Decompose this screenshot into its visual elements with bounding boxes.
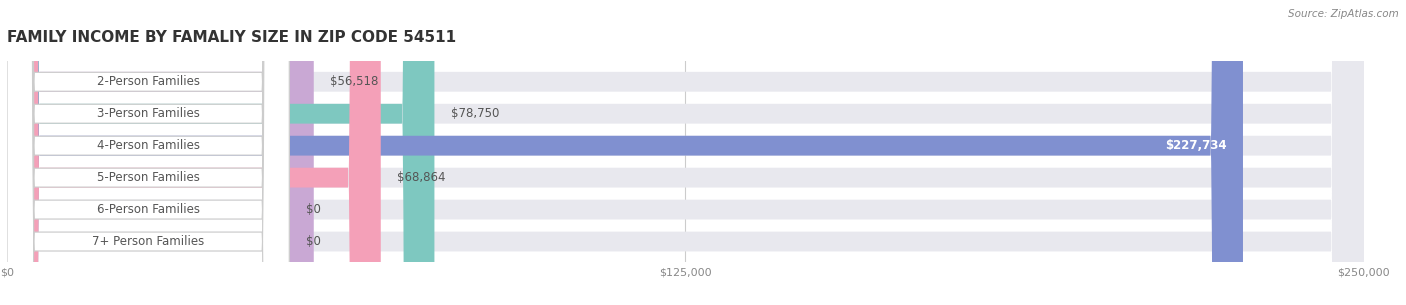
- Text: $56,518: $56,518: [330, 75, 378, 88]
- FancyBboxPatch shape: [7, 0, 1364, 305]
- FancyBboxPatch shape: [7, 0, 1364, 305]
- Text: 3-Person Families: 3-Person Families: [97, 107, 200, 120]
- FancyBboxPatch shape: [7, 0, 1364, 305]
- FancyBboxPatch shape: [7, 0, 290, 305]
- Text: $68,864: $68,864: [396, 171, 446, 184]
- FancyBboxPatch shape: [7, 0, 1243, 305]
- Text: Source: ZipAtlas.com: Source: ZipAtlas.com: [1288, 9, 1399, 19]
- FancyBboxPatch shape: [7, 0, 290, 305]
- Text: $0: $0: [305, 203, 321, 216]
- Text: 2-Person Families: 2-Person Families: [97, 75, 200, 88]
- Text: 7+ Person Families: 7+ Person Families: [91, 235, 204, 248]
- FancyBboxPatch shape: [7, 0, 1364, 305]
- FancyBboxPatch shape: [7, 0, 290, 305]
- FancyBboxPatch shape: [7, 0, 290, 305]
- FancyBboxPatch shape: [7, 0, 290, 305]
- Text: $227,734: $227,734: [1166, 139, 1226, 152]
- FancyBboxPatch shape: [7, 0, 381, 305]
- Text: 6-Person Families: 6-Person Families: [97, 203, 200, 216]
- FancyBboxPatch shape: [7, 0, 434, 305]
- Text: $0: $0: [305, 235, 321, 248]
- FancyBboxPatch shape: [7, 0, 290, 305]
- Text: $78,750: $78,750: [451, 107, 499, 120]
- Text: FAMILY INCOME BY FAMALIY SIZE IN ZIP CODE 54511: FAMILY INCOME BY FAMALIY SIZE IN ZIP COD…: [7, 30, 456, 45]
- FancyBboxPatch shape: [7, 0, 1364, 305]
- Text: 4-Person Families: 4-Person Families: [97, 139, 200, 152]
- FancyBboxPatch shape: [7, 0, 1364, 305]
- FancyBboxPatch shape: [7, 0, 314, 305]
- Text: 5-Person Families: 5-Person Families: [97, 171, 200, 184]
